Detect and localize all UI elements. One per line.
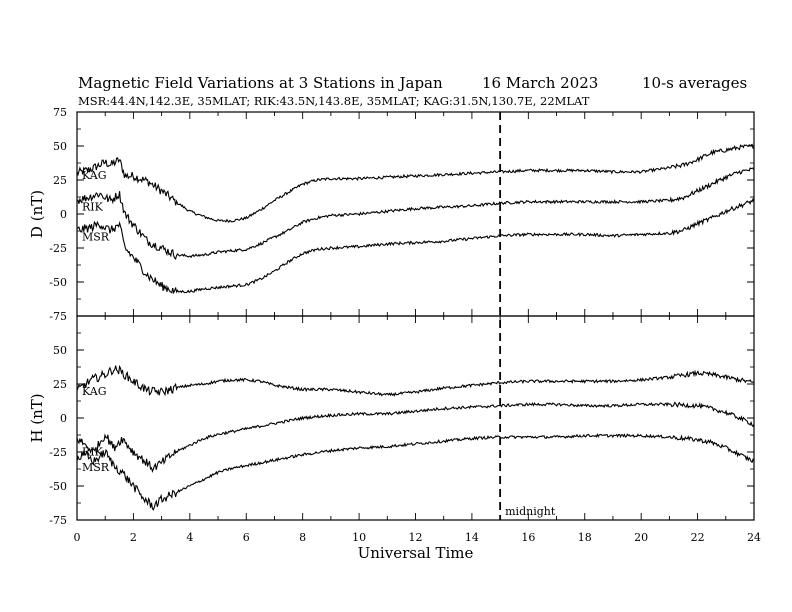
x-tick-label: 6 — [243, 531, 250, 544]
x-tick-label: 2 — [130, 531, 137, 544]
x-tick-label: 18 — [578, 531, 592, 544]
chart-title: Magnetic Field Variations at 3 Stations … — [78, 74, 443, 92]
chart-averaging: 10-s averages — [642, 74, 747, 92]
x-tick-label: 12 — [409, 531, 423, 544]
y-tick-label: 75 — [53, 106, 67, 119]
stations-line: MSR:44.4N,142.3E, 35MLAT; RIK:43.5N,143.… — [78, 94, 590, 108]
y-tick-label: -25 — [49, 242, 67, 255]
panel-frame — [76, 111, 755, 317]
y-tick-label: -50 — [49, 276, 67, 289]
series-label-kag: KAG — [82, 169, 107, 182]
y-tick-label: -75 — [49, 310, 67, 323]
y-axis-label: H (nT) — [28, 393, 46, 442]
y-tick-label: -50 — [49, 480, 67, 493]
panel-d: 75 50 25 0 -25 -50 -75 D (nT) KAG RIK MSR — [28, 106, 755, 323]
x-tick-label: 8 — [299, 531, 306, 544]
series-label-rik: RIK — [82, 200, 104, 213]
chart-date: 16 March 2023 — [482, 74, 598, 92]
series-line-rik — [76, 167, 755, 260]
series-label-kag: KAG — [82, 385, 107, 398]
y-tick-label: 25 — [53, 378, 67, 391]
series-line-kag — [76, 364, 754, 397]
y-tick-label: 0 — [60, 208, 67, 221]
series-line-msr — [76, 432, 755, 511]
y-tick-label: -75 — [49, 514, 67, 527]
series-line-kag — [76, 143, 754, 223]
x-tick-label: 10 — [352, 531, 366, 544]
y-tick-label: 50 — [53, 344, 67, 357]
x-tick-label: 24 — [747, 531, 761, 544]
series-label-msr: MSR — [82, 461, 110, 474]
y-tick-label: 50 — [53, 140, 67, 153]
x-tick-label: 20 — [634, 531, 648, 544]
y-tick-label: 0 — [60, 412, 67, 425]
series-line-rik — [76, 401, 755, 474]
x-tick-label: 16 — [521, 531, 535, 544]
x-tick-label: 0 — [74, 531, 81, 544]
x-axis-label: Universal Time — [358, 544, 474, 562]
y-tick-label: 25 — [53, 174, 67, 187]
x-tick-label: 14 — [465, 531, 479, 544]
x-tick-label: 4 — [186, 531, 193, 544]
y-tick-label: -25 — [49, 446, 67, 459]
series-label-msr: MSR — [82, 230, 110, 243]
midnight-label: midnight — [505, 505, 556, 518]
y-axis-label: D (nT) — [28, 190, 46, 238]
x-tick-label: 22 — [691, 531, 705, 544]
series-line-msr — [76, 197, 755, 295]
